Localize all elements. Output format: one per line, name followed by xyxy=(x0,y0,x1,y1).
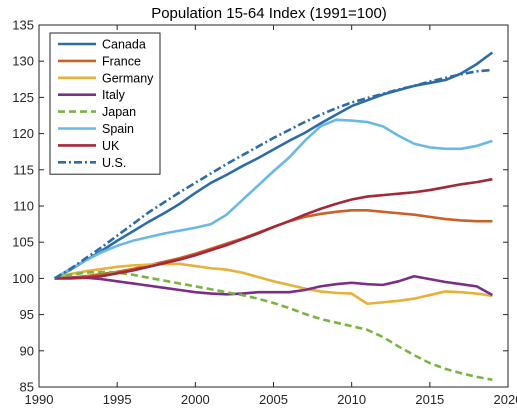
x-tick-label: 2005 xyxy=(259,392,288,407)
series-line-japan xyxy=(54,270,493,382)
series-line-uk xyxy=(54,177,493,280)
series-line-spain xyxy=(53,118,493,280)
legend-label: UK xyxy=(102,139,120,153)
x-tick-label: 1995 xyxy=(103,392,132,407)
legend-label: France xyxy=(102,54,141,68)
legend-label: Japan xyxy=(102,105,136,119)
y-tick-label: 135 xyxy=(12,18,34,33)
x-tick-label: 2000 xyxy=(181,392,210,407)
chart-title: Population 15-64 Index (1991=100) xyxy=(151,5,387,22)
x-tick-label: 2020 xyxy=(494,392,517,407)
x-tick-label: 2010 xyxy=(337,392,366,407)
legend-box xyxy=(49,32,161,175)
legend-label: Germany xyxy=(102,71,154,85)
y-tick-label: 95 xyxy=(20,307,34,322)
legend-label: Italy xyxy=(102,88,126,102)
y-tick-label: 85 xyxy=(20,380,34,395)
legend-label: Spain xyxy=(102,122,134,136)
y-tick-label: 125 xyxy=(12,90,34,105)
x-tick-label: 1990 xyxy=(25,392,54,407)
legend-label: Canada xyxy=(102,38,146,52)
legend: Canada France Germany Italy Japan Spain UK U.S. xyxy=(49,32,161,175)
y-tick-label: 105 xyxy=(12,235,34,250)
legend-label: U.S. xyxy=(102,156,126,170)
series-line-u-s xyxy=(53,68,493,280)
x-tick-label: 2015 xyxy=(415,392,444,407)
y-tick-label: 100 xyxy=(12,271,34,286)
y-tick-label: 120 xyxy=(12,126,34,141)
series-layer xyxy=(53,51,494,382)
y-tick-label: 110 xyxy=(13,199,34,214)
y-tick-label: 115 xyxy=(13,162,34,177)
series-line-italy xyxy=(54,274,494,297)
y-tick-label: 90 xyxy=(20,343,34,358)
y-tick-label: 130 xyxy=(12,54,34,69)
ticks-layer: 1990 1995 2000 2005 2010 2015 2020 85 90 95 100 105… xyxy=(12,18,517,408)
series-line-germany xyxy=(54,262,493,306)
